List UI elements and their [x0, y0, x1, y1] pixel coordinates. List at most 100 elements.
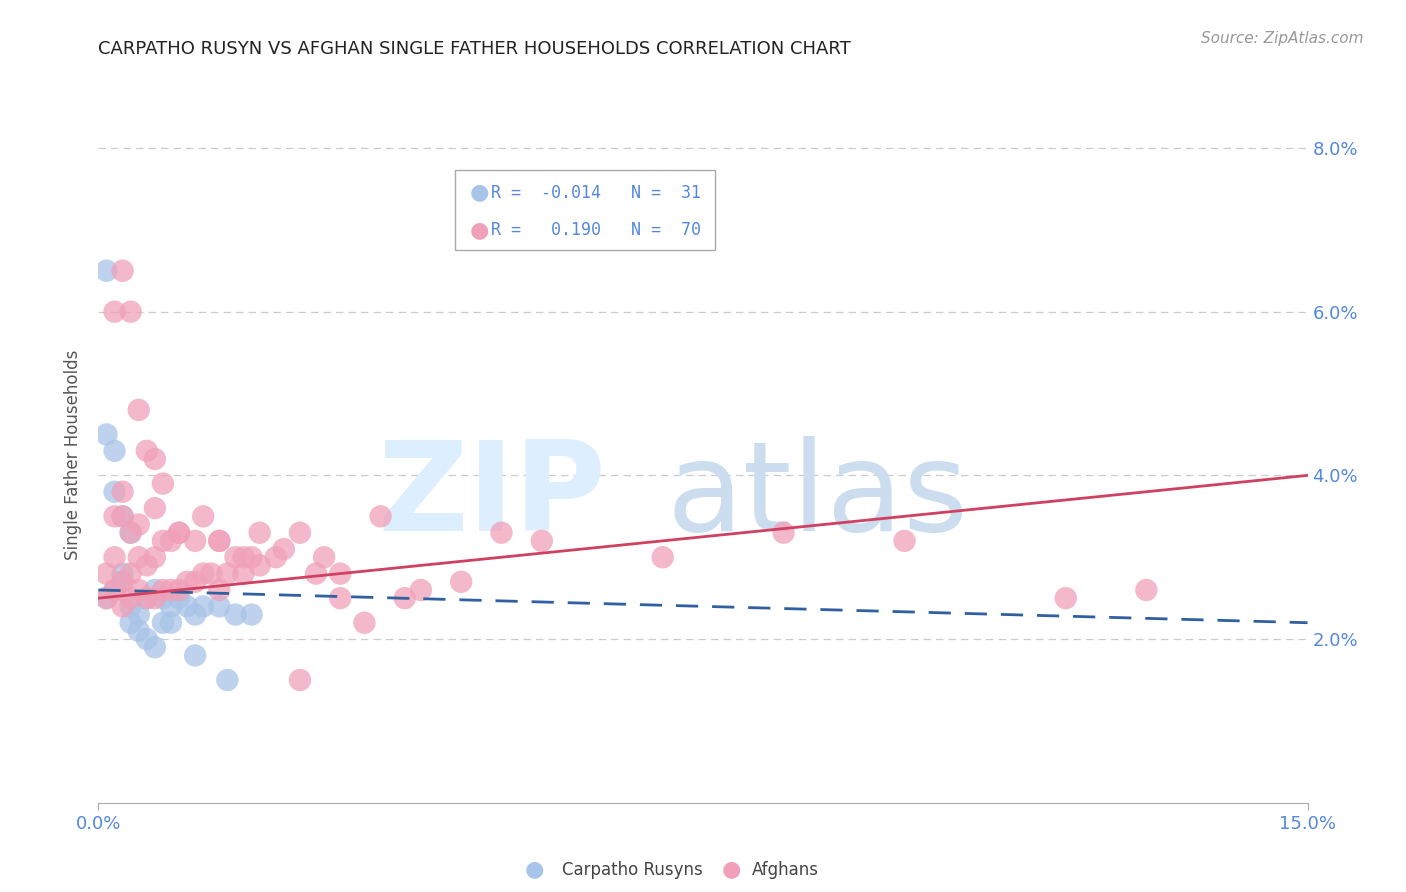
Point: [103, 509, 125, 524]
Point: [176, 574, 198, 589]
FancyBboxPatch shape: [456, 169, 716, 250]
Text: Source: ZipAtlas.com: Source: ZipAtlas.com: [1201, 31, 1364, 46]
Point: [329, 591, 352, 606]
Point: [772, 525, 794, 540]
Point: [111, 509, 134, 524]
Point: [143, 501, 166, 516]
Point: [224, 550, 246, 565]
Point: [152, 591, 174, 606]
Point: [193, 599, 215, 614]
Point: [240, 607, 263, 622]
Point: [152, 615, 174, 630]
Point: [264, 550, 287, 565]
Text: R =   0.190   N =  70: R = 0.190 N = 70: [492, 221, 702, 239]
Point: [176, 599, 198, 614]
Point: [120, 591, 142, 606]
Point: [96, 566, 118, 581]
Point: [128, 403, 150, 417]
Point: [394, 591, 416, 606]
Point: [160, 533, 183, 548]
Point: [143, 452, 166, 467]
Point: [143, 582, 166, 597]
Point: [249, 525, 271, 540]
Point: [120, 525, 142, 540]
Point: [305, 566, 328, 581]
Point: [450, 574, 472, 589]
Point: [224, 607, 246, 622]
Text: ●: ●: [470, 220, 489, 240]
Text: ●: ●: [470, 183, 489, 202]
Point: [143, 640, 166, 655]
Point: [530, 533, 553, 548]
Point: [409, 582, 432, 597]
Point: [128, 607, 150, 622]
Point: [1135, 582, 1157, 597]
Point: [200, 566, 222, 581]
Point: [128, 517, 150, 532]
Point: [232, 566, 254, 581]
Point: [232, 550, 254, 565]
Point: [193, 509, 215, 524]
Y-axis label: Single Father Households: Single Father Households: [65, 350, 83, 560]
Point: [288, 673, 311, 687]
Point: [143, 591, 166, 606]
Point: [152, 582, 174, 597]
Text: ●: ●: [524, 860, 544, 880]
Point: [135, 443, 157, 458]
Point: [103, 484, 125, 499]
Point: [193, 566, 215, 581]
Point: [893, 533, 915, 548]
Point: [135, 632, 157, 646]
Point: [120, 304, 142, 318]
Point: [111, 509, 134, 524]
Point: [120, 566, 142, 581]
Point: [103, 582, 125, 597]
Point: [167, 525, 190, 540]
Point: [1054, 591, 1077, 606]
Point: [651, 550, 673, 565]
Point: [96, 591, 118, 606]
Point: [120, 599, 142, 614]
Point: [96, 427, 118, 442]
Point: [353, 615, 375, 630]
Point: [111, 574, 134, 589]
Point: [370, 509, 392, 524]
Point: [111, 574, 134, 589]
Point: [152, 533, 174, 548]
Point: [135, 591, 157, 606]
Point: [184, 533, 207, 548]
Point: [167, 582, 190, 597]
Point: [217, 673, 239, 687]
Point: [120, 615, 142, 630]
Point: [128, 550, 150, 565]
Point: [160, 599, 183, 614]
Point: [143, 550, 166, 565]
Text: R =  -0.014   N =  31: R = -0.014 N = 31: [492, 184, 702, 202]
Point: [167, 525, 190, 540]
Text: ZIP: ZIP: [378, 436, 606, 558]
Point: [135, 558, 157, 573]
Point: [288, 525, 311, 540]
Point: [208, 533, 231, 548]
Point: [167, 591, 190, 606]
Point: [249, 558, 271, 573]
Point: [240, 550, 263, 565]
Point: [184, 607, 207, 622]
Point: [329, 566, 352, 581]
Point: [491, 525, 513, 540]
Point: [184, 574, 207, 589]
Point: [314, 550, 336, 565]
Point: [217, 566, 239, 581]
Point: [208, 599, 231, 614]
Point: [111, 264, 134, 278]
Point: [111, 599, 134, 614]
Point: [103, 443, 125, 458]
Point: [120, 525, 142, 540]
Point: [103, 550, 125, 565]
Text: Afghans: Afghans: [752, 861, 820, 879]
Point: [135, 591, 157, 606]
Point: [208, 533, 231, 548]
Point: [96, 264, 118, 278]
Text: Carpatho Rusyns: Carpatho Rusyns: [562, 861, 703, 879]
Point: [160, 615, 183, 630]
